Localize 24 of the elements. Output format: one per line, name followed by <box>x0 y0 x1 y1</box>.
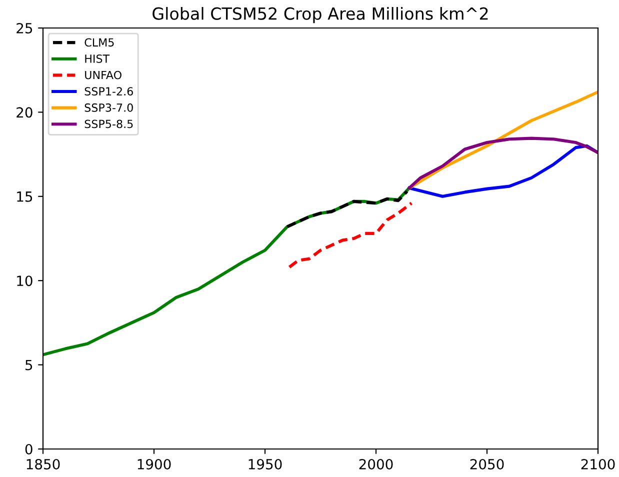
x-tick-label: 1900 <box>138 458 171 470</box>
chart-title: Global CTSM52 Crop Area Millions km^2 <box>152 7 488 24</box>
y-tick-label: 0 <box>25 444 32 454</box>
legend-label: SSP1-2.6 <box>84 87 133 96</box>
line-series <box>286 190 409 228</box>
legend-label: SSP3-7.0 <box>84 103 133 112</box>
x-tick-label: 1950 <box>248 458 282 470</box>
legend-label: CLM5 <box>84 38 114 47</box>
line-series <box>408 136 598 190</box>
y-tick-label: 10 <box>17 276 32 286</box>
legend-label: HIST <box>85 54 110 63</box>
x-tick-label: 1850 <box>26 458 60 470</box>
x-tick-label: 2050 <box>470 458 504 470</box>
x-tick-label: 2000 <box>359 458 393 470</box>
y-tick-label: 20 <box>16 107 32 118</box>
x-tick-label: 2100 <box>581 458 615 470</box>
line-series <box>408 144 598 198</box>
line-series <box>288 202 414 269</box>
legend-label: UNFAO <box>85 70 122 80</box>
y-tick-label: 25 <box>16 22 32 34</box>
line-series <box>408 90 598 190</box>
y-tick-label: 5 <box>26 360 32 370</box>
y-tick-label: 15 <box>17 192 32 202</box>
legend-label: SSP5-8.5 <box>84 120 133 128</box>
